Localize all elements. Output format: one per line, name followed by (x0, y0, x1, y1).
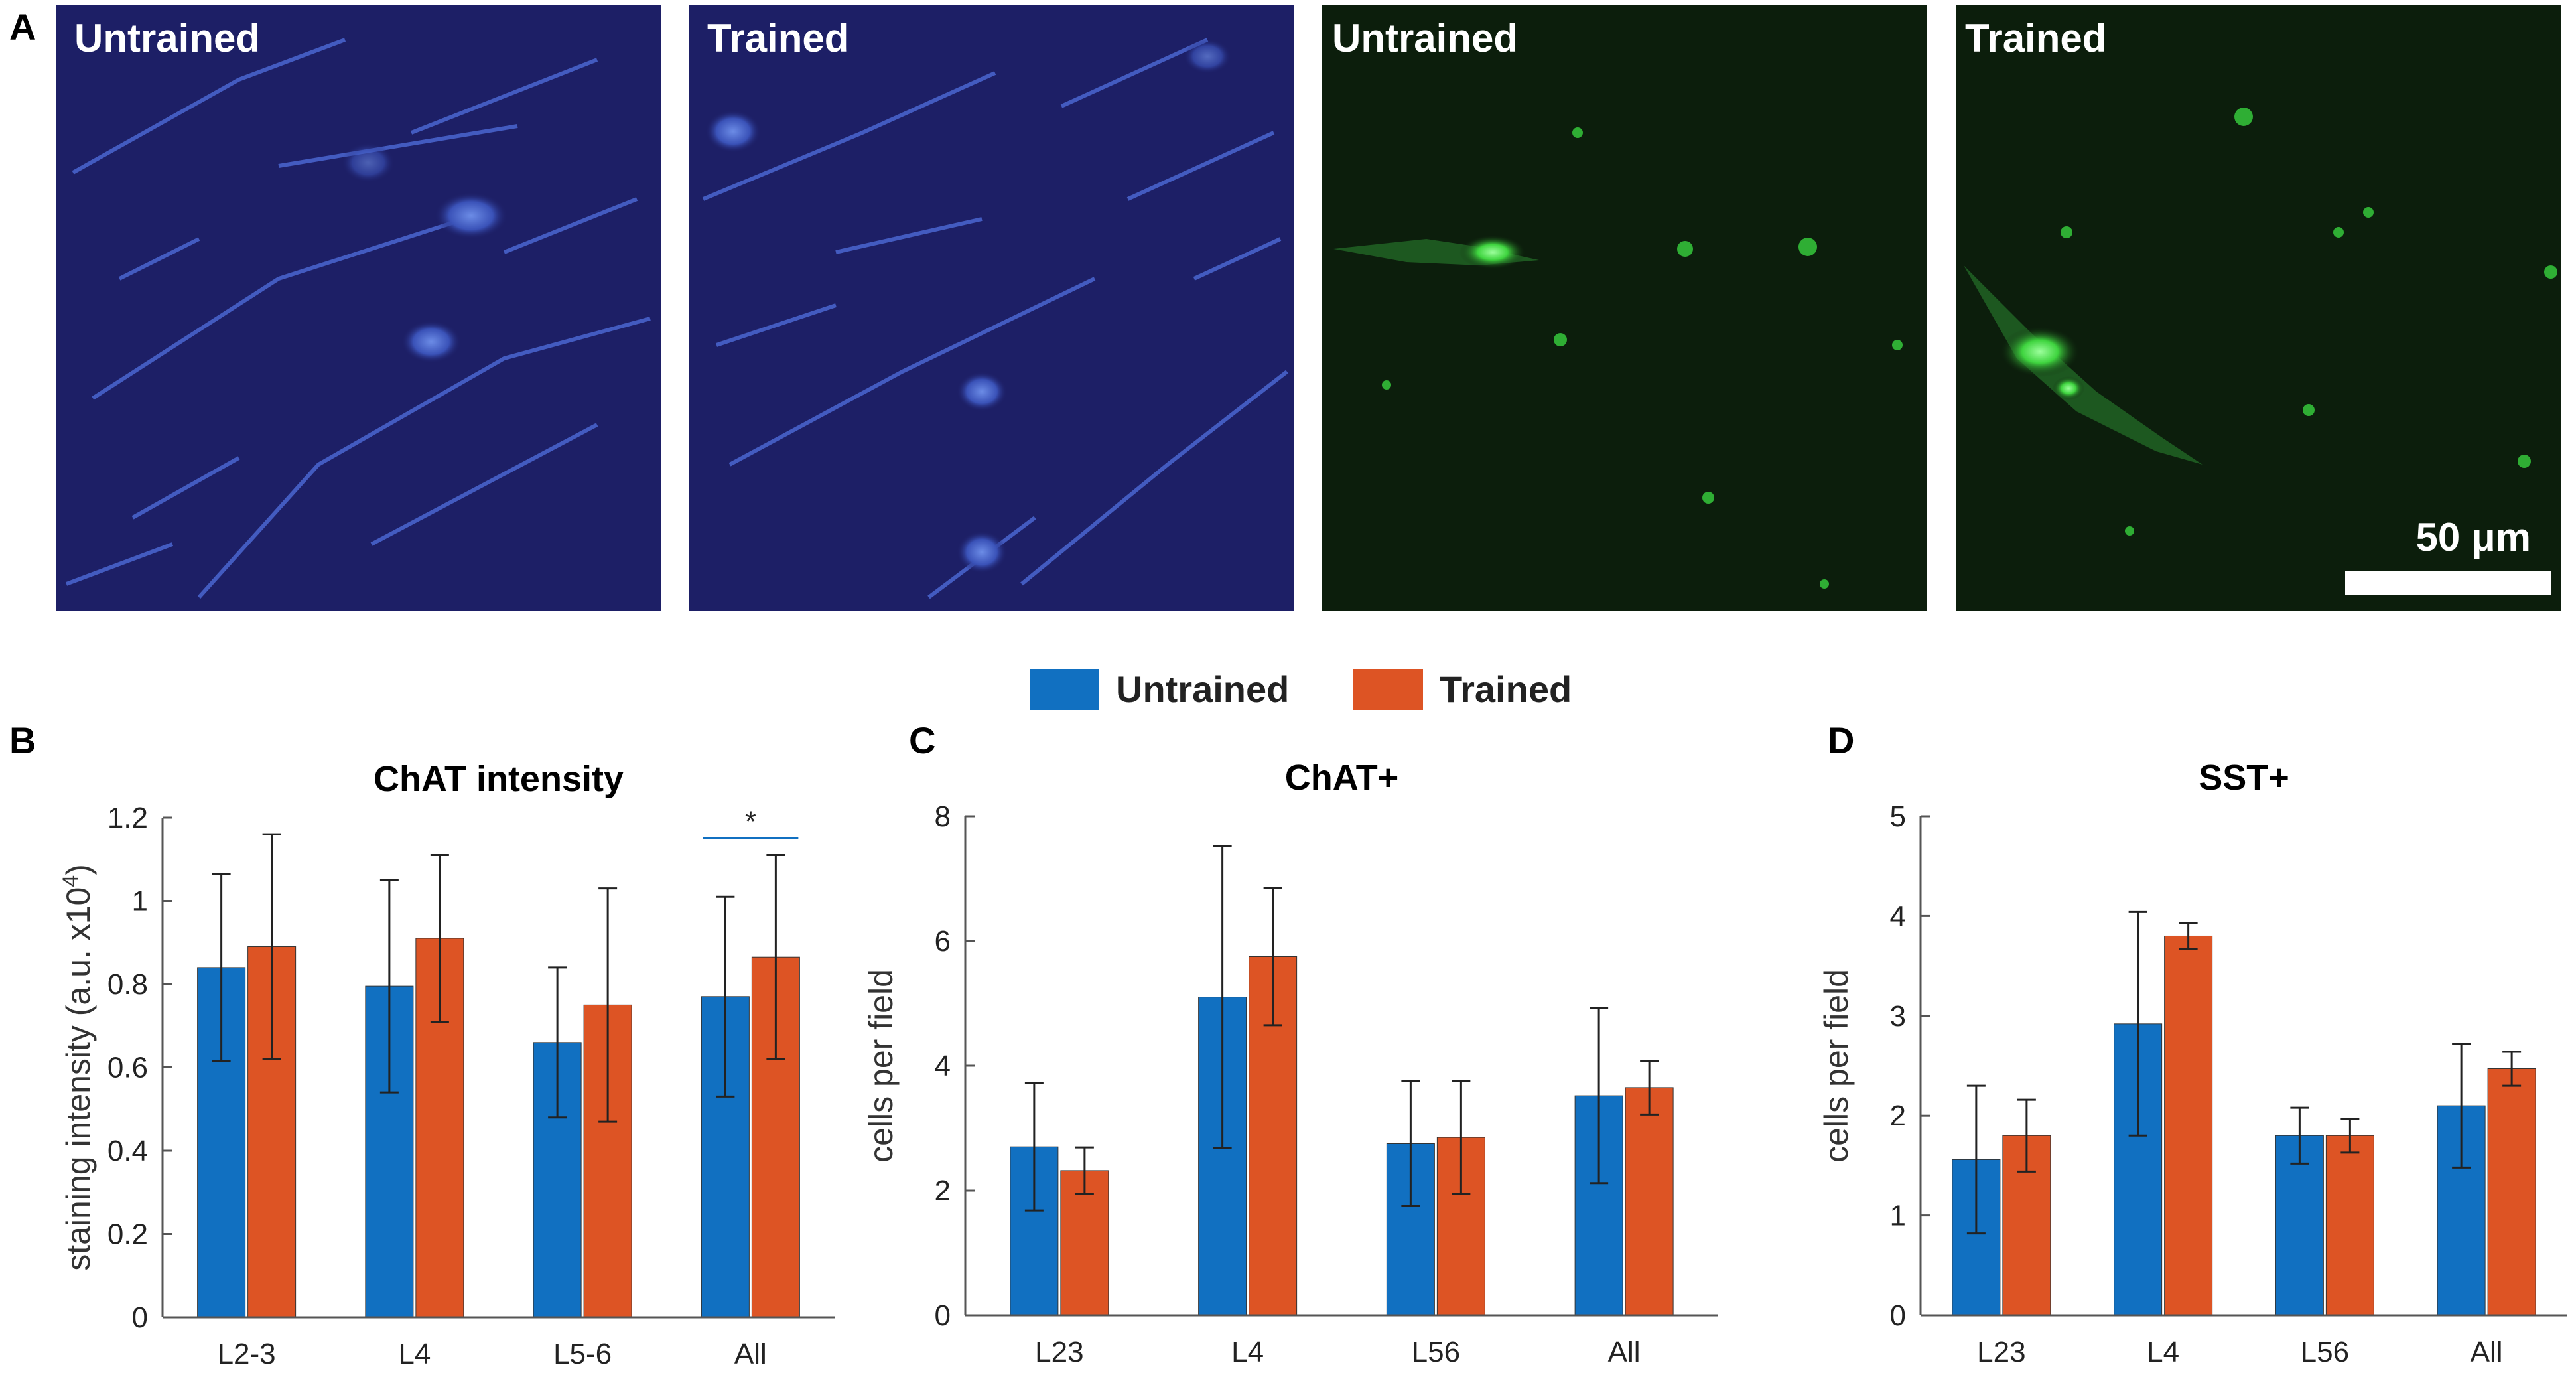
y-tick-label: 0.2 (107, 1218, 148, 1251)
bar-untrained-l56 (2275, 1135, 2324, 1316)
y-tick-label: 0 (1890, 1299, 1906, 1332)
x-tick-label: L4 (1231, 1336, 1264, 1368)
micrograph-untrained-green: Untrained (1322, 5, 1927, 611)
x-tick-label: All (1608, 1336, 1641, 1368)
panel-letter-c: C (909, 719, 935, 761)
fiber-texture (65, 38, 651, 599)
scale-bar (2345, 571, 2551, 595)
y-axis-label-text: cells per field (862, 969, 900, 1163)
image-label: Trained (707, 16, 848, 60)
puncta (2061, 108, 2557, 536)
x-tick-label: L23 (1977, 1336, 2025, 1368)
scale-bar-label: 50 μm (2416, 515, 2531, 559)
micrograph-background (56, 5, 661, 611)
cell-body (957, 531, 1007, 573)
cell-body (2053, 376, 2084, 400)
micrograph-background (1956, 5, 2561, 611)
fiber-texture (702, 38, 1288, 599)
legend-label-trained: Trained (1440, 668, 1572, 710)
bar-trained-l56 (2325, 1135, 2374, 1316)
cell-body (401, 321, 461, 363)
y-tick-label: 0.8 (107, 968, 148, 1001)
cell-body (957, 372, 1007, 411)
y-tick-label: 2 (1890, 1100, 1906, 1132)
micrograph-background (1322, 5, 1927, 611)
cell-body (705, 110, 761, 153)
chart-title: ChAT intensity (373, 759, 624, 799)
bar-trained-l23 (1060, 1170, 1109, 1316)
y-tick-label: 6 (935, 925, 951, 958)
cell-body (1184, 39, 1231, 74)
micrograph-trained-blue: Trained (689, 5, 1294, 611)
y-axis-label-superscript: 4 (58, 875, 82, 887)
y-tick-label: 0 (132, 1301, 148, 1334)
puncta (1382, 127, 1903, 589)
y-axis-label: cells per field (1818, 969, 1855, 1163)
panel-letter-a: A (9, 6, 36, 48)
cell-body (2000, 327, 2080, 377)
x-tick-label: L23 (1035, 1336, 1083, 1368)
y-tick-label: 3 (1890, 1000, 1906, 1033)
chart-title: ChAT+ (1285, 758, 1399, 798)
bar-trained-all (1625, 1087, 1674, 1316)
y-axis-label: staining intensity (a.u. x104) (58, 864, 97, 1271)
y-tick-label: 8 (935, 800, 951, 833)
image-label: Untrained (1332, 16, 1518, 60)
x-tick-label: L4 (2147, 1336, 2179, 1368)
micrograph-background (689, 5, 1294, 611)
y-tick-label: 0.6 (107, 1052, 148, 1084)
x-tick-label: All (2471, 1336, 2503, 1368)
significance-star: * (745, 805, 756, 837)
y-tick-label: 1 (1890, 1200, 1906, 1232)
y-axis-label-close: ) (60, 864, 97, 875)
panel-letter-b: B (9, 719, 36, 761)
cell-body (435, 192, 508, 239)
chart-chat-intensity: ChAT intensity 0 0.2 0.4 0.6 0.8 1 1.2 staining … (58, 759, 835, 1370)
y-tick-label: 1.2 (107, 802, 148, 834)
y-tick-label: 5 (1890, 800, 1906, 833)
y-tick-label: 0 (935, 1299, 951, 1332)
y-tick-label: 2 (935, 1175, 951, 1207)
bar-trained-l4 (2164, 935, 2213, 1316)
legend-swatch-trained (1353, 669, 1423, 710)
cell-body (342, 143, 395, 182)
x-tick-label: L4 (398, 1338, 431, 1370)
legend-swatch-untrained (1030, 669, 1099, 710)
x-tick-label: L56 (2301, 1336, 2349, 1368)
y-tick-label: 4 (935, 1050, 951, 1082)
bar-trained-all (2487, 1068, 2536, 1316)
legend-label-untrained: Untrained (1116, 668, 1289, 710)
image-label: Trained (1965, 16, 2106, 60)
x-tick-label: L56 (1412, 1336, 1460, 1368)
micrograph-untrained-blue: Untrained (56, 5, 661, 611)
x-tick-label: L5-6 (553, 1338, 612, 1370)
y-axis-label-text: staining intensity (a.u. x10 (60, 887, 97, 1271)
y-axis-label-text: cells per field (1818, 969, 1855, 1163)
panel-letter-d: D (1828, 719, 1854, 761)
y-axis-label: cells per field (862, 969, 900, 1163)
chart-title: SST+ (2199, 758, 2289, 798)
x-tick-label: L2-3 (218, 1338, 276, 1370)
chart-sst-positive: SST+ 0 1 2 3 4 5 cells per field L23 L4 L56 All (1818, 758, 2567, 1368)
y-tick-label: 1 (132, 885, 148, 918)
legend: Untrained Trained (1030, 668, 1572, 710)
image-label: Untrained (74, 16, 260, 60)
chart-chat-positive: ChAT+ 0 2 4 6 8 cells per field L23 L4 L56 All (862, 758, 1718, 1368)
y-tick-label: 4 (1890, 900, 1906, 932)
cell-body (1459, 235, 1526, 269)
micrograph-trained-green: Trained 50 μm (1956, 5, 2561, 611)
y-tick-label: 0.4 (107, 1135, 148, 1167)
x-tick-label: All (734, 1338, 767, 1370)
